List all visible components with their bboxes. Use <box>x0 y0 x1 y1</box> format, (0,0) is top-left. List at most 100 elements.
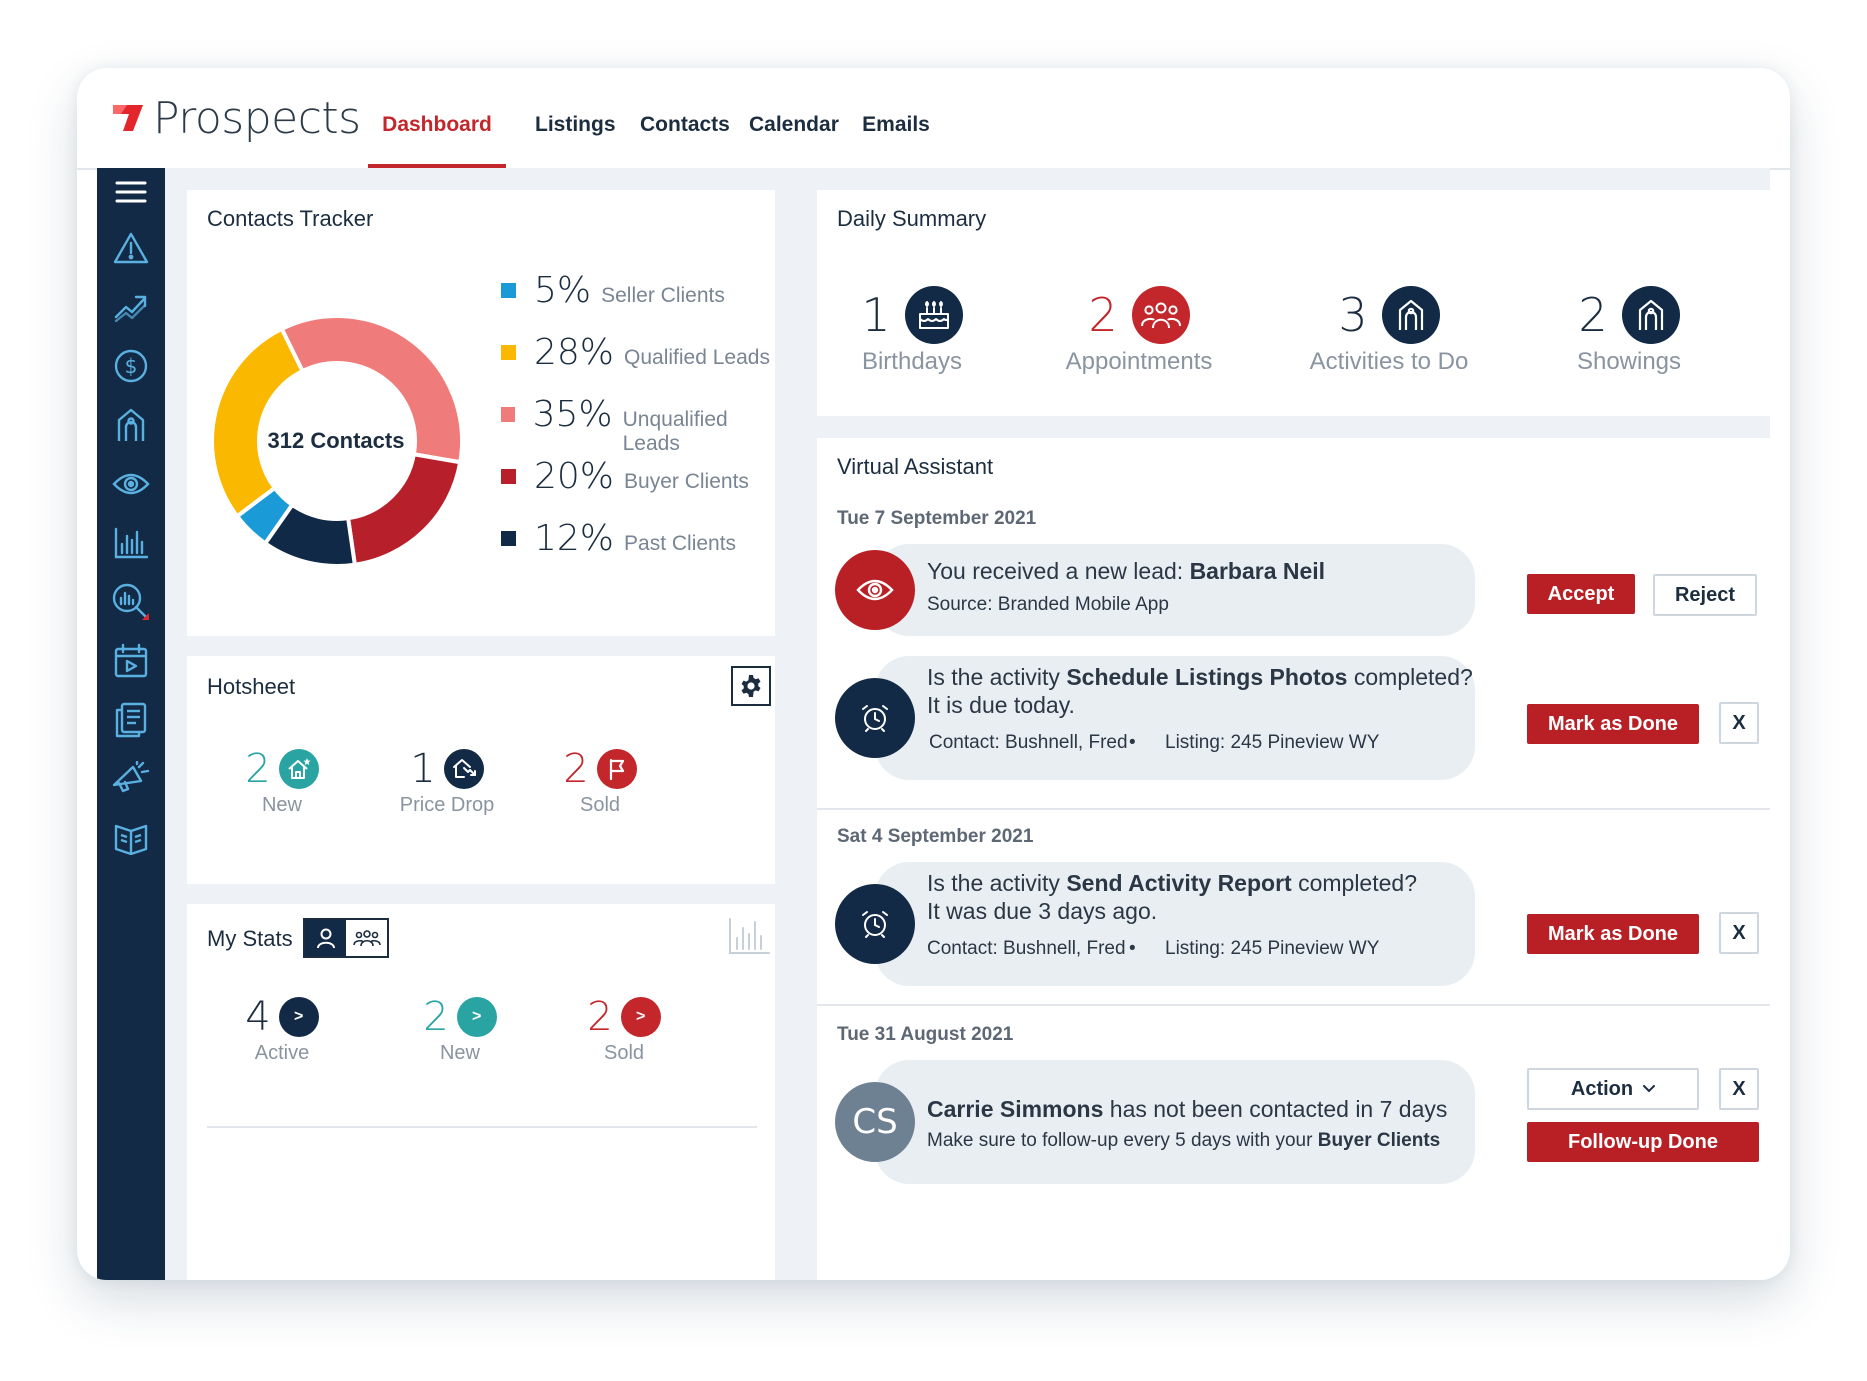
legend-swatch <box>501 530 516 546</box>
megaphone-icon[interactable] <box>111 759 151 799</box>
stat-label: New <box>439 1042 480 1064</box>
chevron-right-icon: > <box>278 997 319 1037</box>
hotsheet-settings-button[interactable] <box>731 666 771 706</box>
legend-swatch <box>501 406 515 422</box>
eye-icon[interactable] <box>111 464 151 504</box>
donut-slice-past-clients[interactable] <box>262 502 358 568</box>
contact-name[interactable]: Carrie Simmons <box>927 1096 1104 1122</box>
summary-showings[interactable]: 2 Showings <box>1549 286 1709 376</box>
hotsheet-stat-sold[interactable]: 2 Sold <box>545 746 655 817</box>
legend-percent: 28% <box>534 332 615 373</box>
separator-dot: • <box>1129 938 1136 959</box>
action-dropdown[interactable]: Action <box>1527 1068 1699 1110</box>
donut-center-label: 312 Contacts <box>267 428 405 453</box>
donut-slice-qualified-leads[interactable] <box>210 326 306 520</box>
legend-swatch <box>501 468 516 484</box>
stats-chart-icon[interactable] <box>727 916 771 956</box>
bar-chart-icon[interactable] <box>111 523 151 563</box>
activity-name[interactable]: Send Activity Report <box>1066 870 1292 896</box>
activity-contact[interactable]: Contact: Bushnell, Fred <box>929 732 1128 753</box>
market-analysis-icon[interactable] <box>111 582 151 622</box>
mark-as-done-button[interactable]: Mark as Done <box>1527 704 1699 744</box>
follow-up-suffix: has not been contacted in 7 days <box>1103 1096 1448 1122</box>
virtual-assistant-card: Virtual Assistant Tue 7 September 2021 Y… <box>817 438 1770 1280</box>
legend-item-qualified-leads: 28% Qualified Leads <box>501 332 770 373</box>
alert-icon[interactable] <box>111 228 151 268</box>
gear-icon <box>741 675 761 697</box>
follow-up-reminder: Make sure to follow-up every 5 days with… <box>927 1130 1440 1152</box>
legend-percent: 35% <box>532 394 613 435</box>
activity-question: Is the activity Send Activity Report com… <box>927 870 1417 897</box>
legend-item-unqualified-leads: 35% Unqualified Leads <box>501 394 775 455</box>
book-icon[interactable] <box>111 818 151 858</box>
summary-value: 3 <box>1338 288 1368 342</box>
dismiss-button[interactable]: X <box>1719 912 1759 954</box>
menu-icon[interactable] <box>111 172 151 212</box>
hotsheet-stat-price-drop[interactable]: 1 Price Drop <box>377 746 517 817</box>
trending-up-icon[interactable] <box>111 287 151 327</box>
new-lead-message <box>875 544 1475 636</box>
dismiss-button[interactable]: X <box>1719 702 1759 744</box>
legend-item-buyer-clients: 20% Buyer Clients <box>501 456 749 497</box>
my-stats-active[interactable]: 4 > Active <box>227 994 337 1065</box>
activity-prefix: Is the activity <box>927 664 1067 690</box>
summary-appointments[interactable]: 2 Appointments <box>1039 286 1239 376</box>
tab-emails[interactable]: Emails <box>862 113 930 136</box>
contact-avatar[interactable]: CS <box>835 1082 915 1162</box>
calendar-play-icon[interactable] <box>111 641 151 681</box>
activity-listing[interactable]: Listing: 245 Pineview WY <box>1165 732 1380 753</box>
team-view-button[interactable] <box>346 920 387 956</box>
chevron-down-icon <box>1643 1085 1656 1093</box>
dollar-icon[interactable]: $ <box>111 346 151 386</box>
donut-slice-buyer-clients[interactable] <box>345 451 463 567</box>
lead-source-value: Branded Mobile App <box>997 594 1169 615</box>
tab-contacts[interactable]: Contacts <box>640 113 730 136</box>
follow-up-done-button[interactable]: Follow-up Done <box>1527 1122 1759 1162</box>
separator-dot: • <box>1129 732 1136 753</box>
summary-birthdays[interactable]: 1 Birthdays <box>837 286 987 376</box>
activity-contact[interactable]: Contact: Bushnell, Fred <box>927 938 1126 959</box>
documents-icon[interactable] <box>111 700 151 740</box>
summary-label: Appointments <box>1065 348 1213 375</box>
summary-label: Showings <box>1576 348 1682 375</box>
hotsheet-stat-new[interactable]: 2 New <box>227 746 337 817</box>
divider <box>817 808 1770 810</box>
stat-label: New <box>261 794 302 816</box>
activity-name[interactable]: Schedule Listings Photos <box>1066 664 1348 690</box>
contacts-tracker-title: Contacts Tracker <box>207 206 374 231</box>
flag-icon <box>596 749 637 789</box>
individual-view-button[interactable] <box>305 920 346 956</box>
activity-message <box>875 656 1475 780</box>
tab-dashboard[interactable]: Dashboard <box>368 68 506 168</box>
lead-name[interactable]: Barbara Neil <box>1189 558 1326 584</box>
accept-button[interactable]: Accept <box>1527 574 1635 614</box>
legend-percent: 5% <box>534 270 592 311</box>
donut-slice-unqualified-leads[interactable] <box>279 314 464 465</box>
virtual-assistant-title: Virtual Assistant <box>837 454 994 479</box>
activity-message <box>875 862 1475 986</box>
divider <box>817 1004 1770 1006</box>
summary-activities[interactable]: 3 Activities to Do <box>1269 286 1509 376</box>
legend-swatch <box>501 282 516 298</box>
my-stats-sold[interactable]: 2 > Sold <box>569 994 679 1065</box>
listing-house-icon[interactable] <box>111 405 151 445</box>
stat-label: Sold <box>603 1042 645 1064</box>
mark-as-done-button[interactable]: Mark as Done <box>1527 914 1699 954</box>
my-stats-new[interactable]: 2 > New <box>405 994 515 1065</box>
legend-swatch <box>501 344 516 360</box>
lead-source: Source: Branded Mobile App <box>927 594 1169 616</box>
tab-calendar[interactable]: Calendar <box>749 113 839 136</box>
app-window: Prospects Dashboard Listings Contacts Ca… <box>77 68 1790 1280</box>
lead-prefix: You received a new lead: <box>927 558 1190 584</box>
tab-listings[interactable]: Listings <box>535 113 616 136</box>
activity-listing[interactable]: Listing: 245 Pineview WY <box>1165 938 1380 959</box>
activity-due: It is due today. <box>927 692 1075 718</box>
dismiss-button[interactable]: X <box>1719 1068 1759 1110</box>
alarm-clock-icon <box>835 884 915 964</box>
birthday-cake-icon <box>904 286 963 344</box>
contacts-tracker-card: Contacts Tracker 312 Contacts 5% Seller … <box>187 190 775 636</box>
reject-button[interactable]: Reject <box>1653 574 1757 616</box>
legend-item-seller-clients: 5% Seller Clients <box>501 270 725 311</box>
lead-source-label: Source: <box>927 594 993 615</box>
stat-value: 2 <box>245 746 271 792</box>
